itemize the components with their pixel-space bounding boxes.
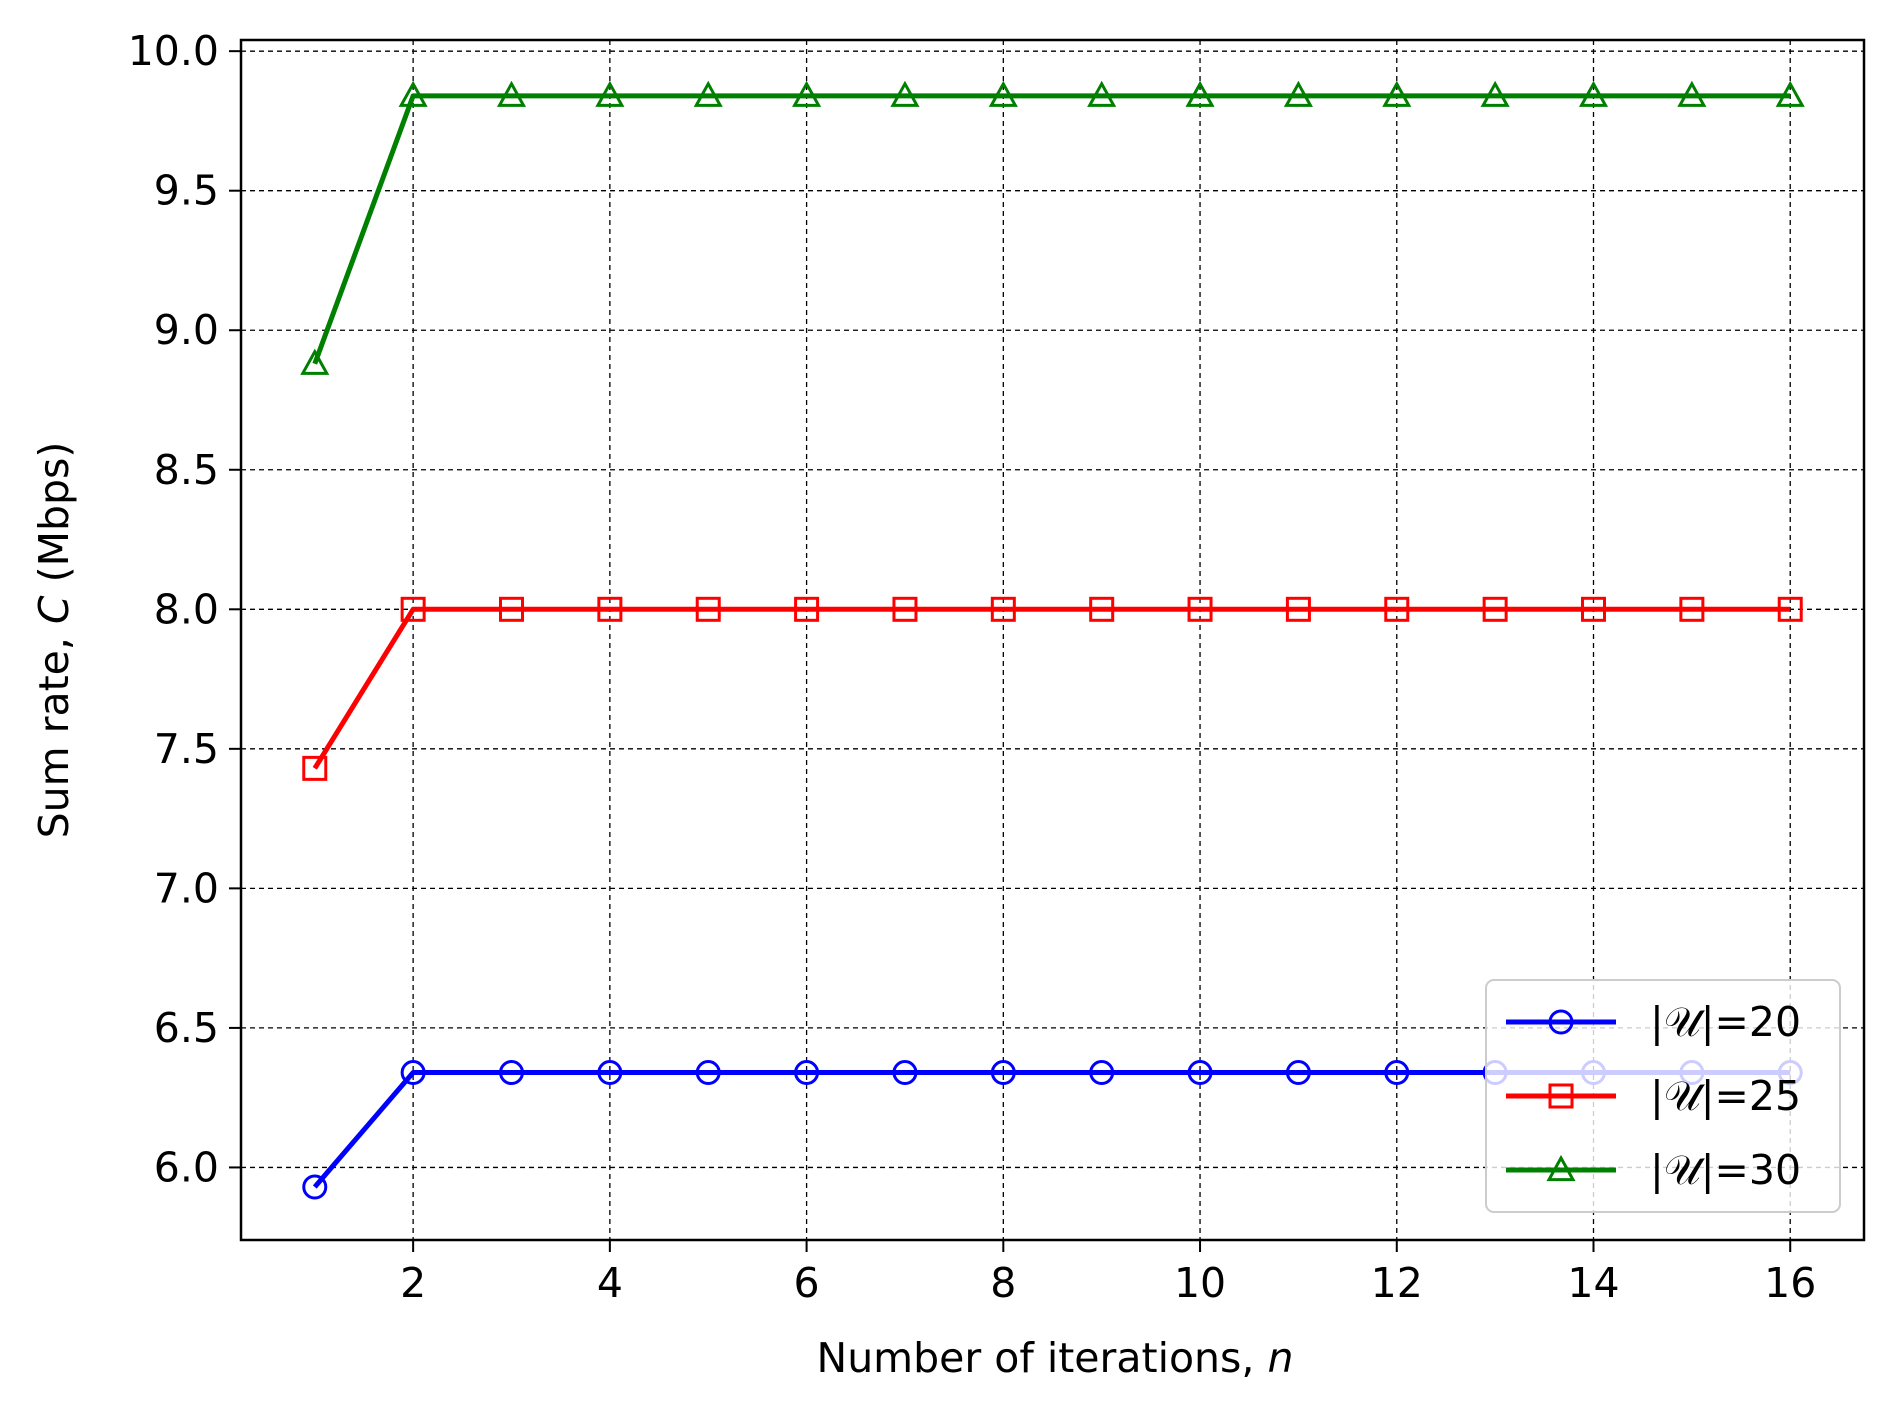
legend-entry: |𝒰|=20 [1506, 998, 1801, 1046]
y-tick-label: 7.5 [154, 725, 219, 773]
data-point [302, 1174, 328, 1200]
x-tick-label: 4 [597, 1259, 623, 1307]
legend: |𝒰|=20 |𝒰|=25 |𝒰|=30 [1485, 979, 1841, 1213]
data-point [597, 1060, 623, 1086]
y-tick-label: 7.0 [154, 864, 219, 912]
data-point [695, 1060, 721, 1086]
x-tick-label: 6 [794, 1259, 820, 1307]
y-tick-label: 6.5 [154, 1004, 219, 1052]
data-point [1679, 596, 1705, 622]
data-point [792, 80, 822, 107]
data-point [1384, 596, 1410, 622]
x-tick-label: 10 [1174, 1259, 1226, 1307]
series-group [300, 80, 1805, 1200]
series-2 [302, 596, 1803, 781]
y-tick-label: 9.5 [154, 167, 219, 215]
x-tick-label: 2 [400, 1259, 426, 1307]
y-tick-label: 10.0 [128, 27, 219, 75]
data-point [1777, 596, 1803, 622]
legend-marker [1548, 1083, 1574, 1109]
data-point [302, 755, 328, 781]
series-3 [300, 80, 1805, 375]
legend-marker [1548, 1009, 1574, 1035]
legend-entry: |𝒰|=25 [1506, 1072, 1801, 1120]
data-point [890, 80, 920, 107]
data-point [988, 80, 1018, 107]
x-tick-label: 14 [1567, 1259, 1619, 1307]
data-point [1382, 80, 1412, 107]
data-point [1384, 1060, 1410, 1086]
axis-ticks: 2 4 6 8 10 12 14 16 6.0 6.5 7.0 7.5 8.0 8.5 9.0 9.5 10.0 [128, 27, 1817, 1307]
data-point [1578, 80, 1609, 107]
data-point [1285, 596, 1311, 622]
data-point [1480, 80, 1510, 107]
y-tick-label: 8.5 [154, 446, 219, 494]
data-point [1089, 1060, 1115, 1086]
data-point [499, 596, 524, 622]
x-tick-label: 12 [1371, 1259, 1423, 1307]
data-point [695, 596, 721, 622]
series-line [312, 606, 1791, 770]
x-axis-label: Number of iterations, n [817, 1334, 1294, 1382]
data-point [794, 1060, 820, 1086]
data-point [1283, 80, 1313, 107]
y-tick-label: 9.0 [154, 306, 219, 354]
legend-entry: |𝒰|=30 [1506, 1146, 1801, 1194]
legend-marker [1546, 1154, 1576, 1182]
data-point [794, 596, 820, 622]
data-point [1581, 596, 1606, 622]
x-tick-label: 8 [990, 1259, 1016, 1307]
plot-frame [239, 38, 1866, 1242]
data-point [990, 1060, 1016, 1086]
data-point [597, 596, 623, 622]
x-tick-label: 16 [1764, 1259, 1816, 1307]
data-point [1187, 1060, 1213, 1086]
data-point [1677, 80, 1707, 107]
data-point [499, 1060, 524, 1086]
data-point [892, 1060, 918, 1086]
data-point [400, 1060, 426, 1086]
y-tick-label: 6.0 [154, 1143, 219, 1191]
data-point [496, 80, 527, 107]
data-point [300, 348, 330, 375]
data-point [1089, 596, 1115, 622]
data-point [595, 80, 625, 107]
data-point [1185, 80, 1215, 107]
data-point [1285, 1060, 1311, 1086]
data-point [1087, 80, 1117, 107]
legend-label: |𝒰|=30 [1650, 1146, 1801, 1194]
series-line [312, 93, 1791, 365]
data-point [1187, 596, 1213, 622]
data-point [398, 80, 428, 107]
legend-box [1485, 979, 1841, 1213]
data-point [693, 80, 723, 107]
data-point [400, 596, 426, 622]
y-axis-label: Sum rate, C (Mbps) [30, 442, 78, 839]
data-point [990, 596, 1016, 622]
legend-label: |𝒰|=25 [1650, 1072, 1801, 1120]
data-point [1775, 80, 1805, 107]
y-tick-label: 8.0 [154, 585, 219, 633]
data-point [892, 596, 918, 622]
data-point [1482, 596, 1508, 622]
legend-label: |𝒰|=20 [1650, 998, 1801, 1046]
